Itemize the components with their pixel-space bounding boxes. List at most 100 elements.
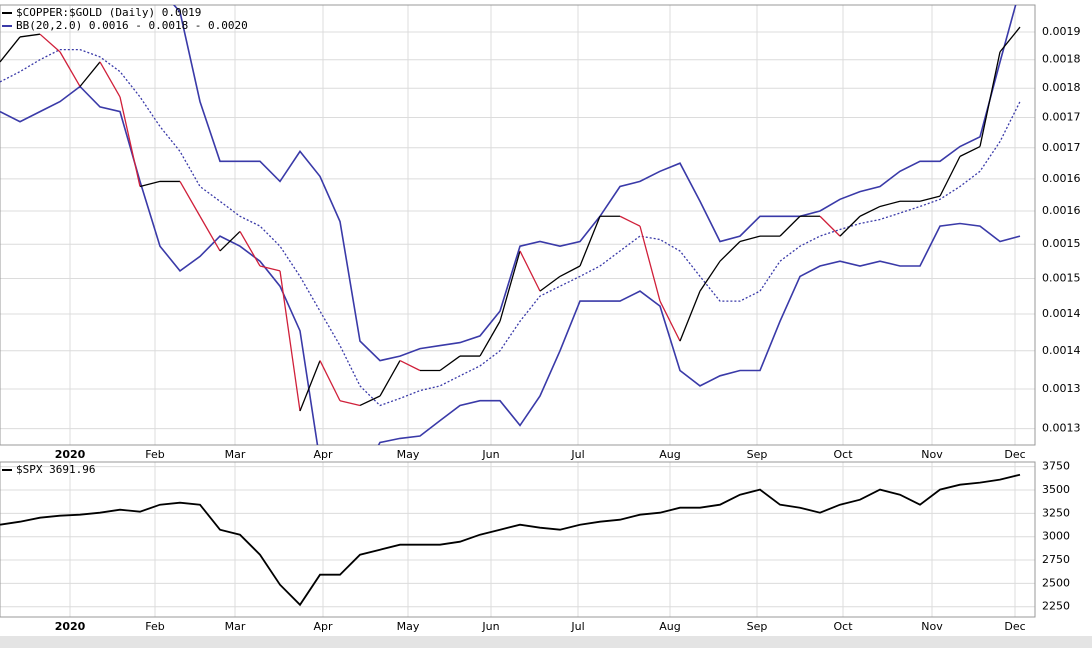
- price-segment: [779, 215, 801, 237]
- price-segment: [699, 260, 721, 292]
- x-tick-label: May: [397, 448, 420, 461]
- x-tick-label: Aug: [659, 448, 680, 461]
- price-segment: [819, 215, 841, 237]
- price-segment: [299, 360, 321, 412]
- price-segment: [839, 215, 861, 237]
- plot-area: [0, 5, 1021, 445]
- y-tick-label: 0.0013: [1042, 422, 1081, 435]
- price-segment: [279, 270, 301, 412]
- price-segment: [379, 360, 401, 397]
- x-tick-label: Apr: [313, 448, 333, 461]
- x-tick-label: Jul: [570, 448, 584, 461]
- y-tick-label: 3500: [1042, 483, 1070, 496]
- price-segment: [619, 215, 641, 227]
- x-tick-label: 2020: [55, 620, 86, 633]
- price-segment: [339, 400, 361, 407]
- x-tick-label: Dec: [1004, 448, 1025, 461]
- price-segment: [319, 360, 341, 402]
- price-segment: [979, 51, 1001, 147]
- x-tick-label: Jun: [481, 620, 499, 633]
- plot-frame: [0, 4, 1036, 446]
- price-segment: [179, 181, 201, 217]
- price-segment: [639, 225, 661, 302]
- y-tick-label: 2750: [1042, 553, 1070, 566]
- x-tick-label: Jul: [570, 620, 584, 633]
- price-segment: [219, 230, 241, 252]
- price-segment: [719, 241, 741, 262]
- x-tick-label: Feb: [145, 620, 164, 633]
- x-tick-label: Jun: [481, 448, 499, 461]
- price-segment: [439, 355, 461, 372]
- price-segment: [99, 61, 121, 98]
- price-segment: [59, 51, 81, 87]
- legend-label: $SPX 3691.96: [16, 463, 95, 476]
- price-segment: [519, 250, 541, 292]
- price-segment: [859, 205, 881, 217]
- plot-area: [0, 473, 1021, 607]
- y-tick-label: 2500: [1042, 576, 1070, 589]
- y-tick-label: 3000: [1042, 530, 1070, 543]
- price-segment: [679, 290, 701, 342]
- price-segment: [199, 215, 221, 252]
- x-tick-label: 2020: [55, 448, 86, 461]
- y-tick-label: 0.0014: [1042, 307, 1081, 320]
- x-tick-label: Sep: [747, 620, 768, 633]
- price-segment: [359, 395, 381, 407]
- y-tick-label: 0.0019: [1042, 25, 1081, 38]
- price-segment: [0, 36, 21, 63]
- price-segment: [239, 231, 261, 267]
- y-tick-label: 0.0015: [1042, 237, 1081, 250]
- legend-label: $COPPER:$GOLD (Daily) 0.0019: [16, 6, 201, 19]
- x-tick-label: Oct: [833, 448, 853, 461]
- x-tick-label: Aug: [659, 620, 680, 633]
- y-tick-label: 3750: [1042, 460, 1070, 473]
- price-segment: [739, 235, 761, 243]
- y-tick-label: 0.0013: [1042, 382, 1081, 395]
- legend-label: BB(20,2.0) 0.0016 - 0.0018 - 0.0020: [16, 19, 248, 32]
- bollinger-lower: [0, 85, 1021, 445]
- price-segment: [539, 275, 561, 292]
- x-tick-label: Sep: [747, 448, 768, 461]
- x-tick-label: Feb: [145, 448, 164, 461]
- y-tick-label: 0.0015: [1042, 271, 1081, 284]
- price-segment: [119, 96, 141, 187]
- price-segment: [479, 320, 501, 357]
- y-tick-label: 0.0017: [1042, 111, 1081, 124]
- x-tick-label: Oct: [833, 620, 853, 633]
- price-segment: [79, 61, 101, 87]
- price-segment: [19, 33, 41, 38]
- y-tick-label: 2250: [1042, 600, 1070, 613]
- price-segment: [39, 33, 61, 53]
- x-tick-label: Nov: [921, 448, 943, 461]
- y-tick-label: 0.0017: [1042, 141, 1081, 154]
- y-tick-label: 0.0016: [1042, 204, 1081, 217]
- price-segment: [659, 300, 681, 342]
- plot-frame: [0, 461, 1036, 618]
- bollinger-upper: [172, 5, 1017, 362]
- price-segment: [399, 360, 421, 372]
- price-segment: [999, 26, 1021, 53]
- x-tick-label: Nov: [921, 620, 943, 633]
- y-tick-label: 0.0018: [1042, 81, 1081, 94]
- x-tick-label: Dec: [1004, 620, 1025, 633]
- price-segment: [879, 200, 901, 208]
- x-tick-label: Mar: [225, 620, 246, 633]
- price-segment: [499, 250, 521, 322]
- x-tick-label: Mar: [225, 448, 246, 461]
- x-tick-label: Apr: [313, 620, 333, 633]
- price-line: [0, 473, 1021, 607]
- price-segment: [139, 180, 161, 188]
- y-tick-label: 0.0016: [1042, 172, 1081, 185]
- price-segment: [939, 156, 961, 197]
- y-tick-label: 0.0018: [1042, 53, 1081, 66]
- price-segment: [559, 265, 581, 277]
- y-tick-label: 0.0014: [1042, 344, 1081, 357]
- y-tick-label: 3250: [1042, 506, 1070, 519]
- price-segment: [919, 195, 941, 202]
- price-segment: [579, 216, 601, 267]
- price-segment: [959, 145, 981, 157]
- x-tick-label: May: [397, 620, 420, 633]
- price-segment: [259, 265, 281, 272]
